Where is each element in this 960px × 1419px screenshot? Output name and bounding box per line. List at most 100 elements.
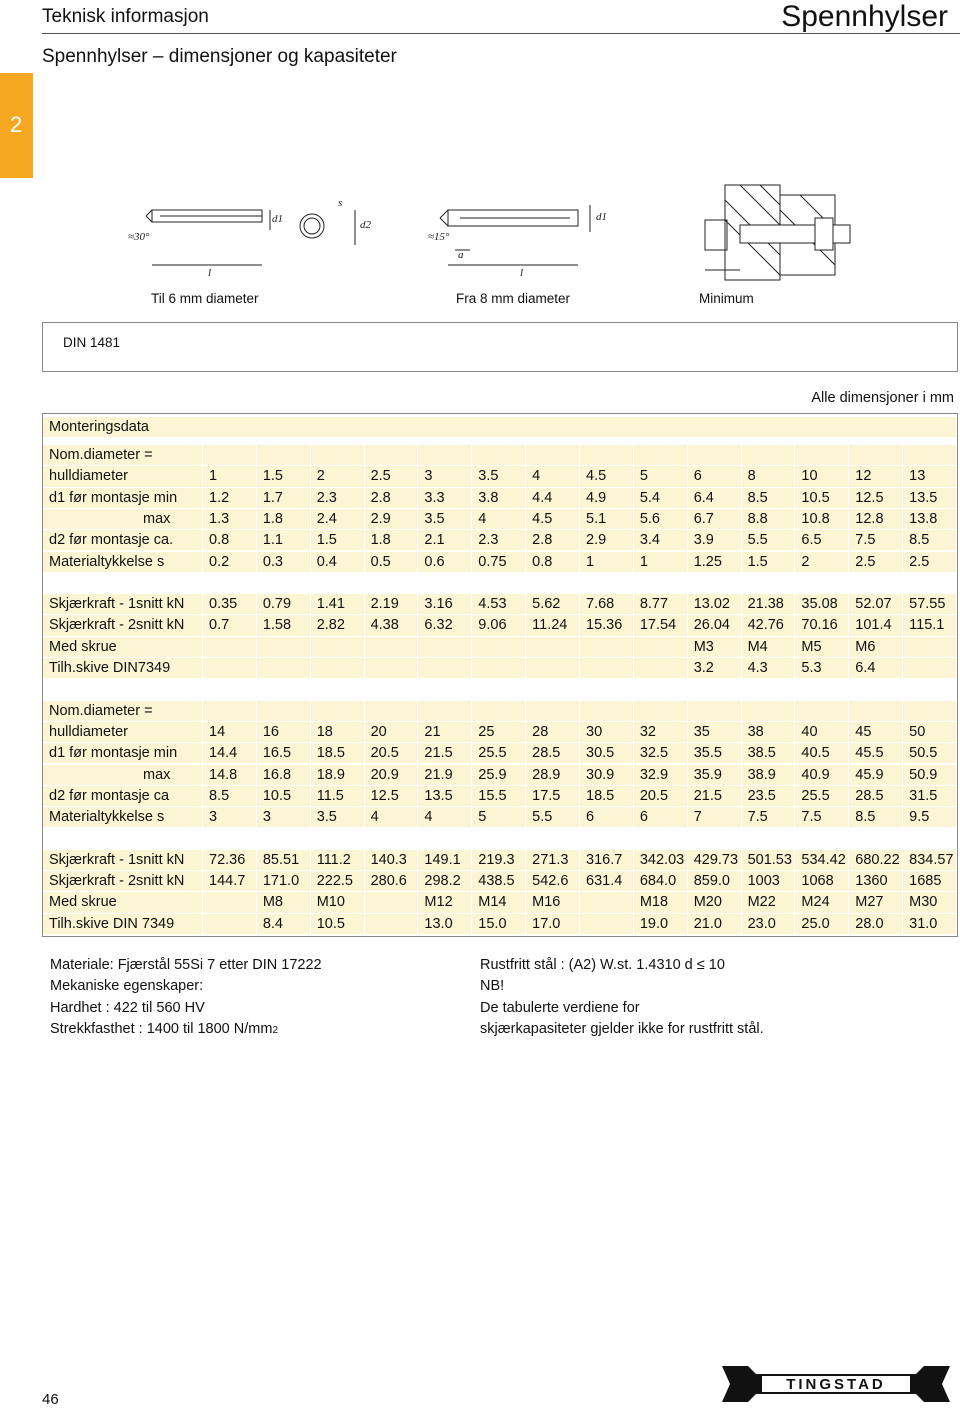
table-cell: 1.58 xyxy=(256,615,311,637)
table-cell: 1.8 xyxy=(256,508,311,531)
table-cell: 72.36 xyxy=(203,849,257,871)
table-cell: 38.9 xyxy=(741,764,796,786)
row-label: Nom.diameter = xyxy=(43,700,203,722)
table-cell: 0.3 xyxy=(256,551,311,573)
table-cell: 12.5 xyxy=(849,487,904,509)
table-cell: 3 xyxy=(203,807,257,829)
table-cell xyxy=(472,636,527,658)
table-cell: 25.9 xyxy=(472,764,527,786)
table-cell: 28.0 xyxy=(849,913,904,935)
row-label: Materialtykkelse s xyxy=(43,807,203,829)
table-cell: 1685 xyxy=(903,871,957,893)
table-cell: 1.5 xyxy=(741,551,796,573)
table-cell: 8.5 xyxy=(849,807,904,829)
drawing-caption: Fra 8 mm diameter xyxy=(456,291,571,306)
table-cell: 18.5 xyxy=(310,743,365,765)
table-cell: 1.3 xyxy=(203,508,257,531)
standard: DIN 1481 xyxy=(63,335,121,350)
row-label: Skjærkraft - 2snitt kN xyxy=(43,871,203,893)
table-cell: 219.3 xyxy=(472,849,527,871)
table-cell: 1360 xyxy=(849,871,904,893)
table-cell: 271.3 xyxy=(526,849,580,871)
table-cell: 631.4 xyxy=(580,871,634,893)
table-cell: 5.5 xyxy=(526,807,580,829)
table-cell: 3 xyxy=(418,466,473,488)
table-cell: 1.25 xyxy=(687,551,742,573)
table-cell: 11.24 xyxy=(526,615,580,637)
table-cell: 3.3 xyxy=(418,487,473,509)
drawing-caption: Minimum xyxy=(699,291,754,306)
table-cell: 20.5 xyxy=(364,743,419,765)
table-cell: 0.4 xyxy=(310,551,365,573)
table-cell: 28.9 xyxy=(526,764,580,786)
table-cell: 25.5 xyxy=(472,743,527,765)
table-cell xyxy=(418,445,473,467)
table-cell: 70.16 xyxy=(795,615,850,637)
row-label: max xyxy=(43,764,203,786)
table-cell: 2.1 xyxy=(418,530,473,552)
table-cell: 4.38 xyxy=(364,615,419,637)
table-cell xyxy=(903,445,957,467)
table-cell: 32 xyxy=(633,721,688,744)
table-cell: 21 xyxy=(418,721,473,744)
table-cell: 26.04 xyxy=(687,615,742,637)
dimension-label: d2 xyxy=(360,219,372,231)
table-cell: 3.2 xyxy=(687,658,742,680)
table-cell: 10.5 xyxy=(256,785,311,808)
table-cell: 14 xyxy=(203,721,257,744)
table-cell xyxy=(741,700,796,722)
row-label: hulldiameter xyxy=(43,721,203,744)
table-cell: 10.5 xyxy=(310,913,365,935)
table-cell: 534.42 xyxy=(795,849,850,871)
table-cell: 8.4 xyxy=(256,913,311,935)
table-cell: 19.0 xyxy=(633,913,688,935)
table-cell: 684.0 xyxy=(633,871,688,893)
table-cell: 50 xyxy=(903,721,957,744)
table-cell: 4.5 xyxy=(526,508,580,531)
table-cell: 0.75 xyxy=(472,551,527,573)
table-cell: 52.07 xyxy=(849,594,904,616)
table-cell xyxy=(526,700,580,722)
table-cell: 438.5 xyxy=(472,871,527,893)
table-cell: 20 xyxy=(364,721,419,744)
table-cell: 16.5 xyxy=(256,743,311,765)
table-cell: 6 xyxy=(633,807,688,829)
table-cell: 16 xyxy=(256,721,311,744)
table-cell xyxy=(418,636,473,658)
table-cell: 4.53 xyxy=(472,594,527,616)
row-label: max xyxy=(43,508,203,531)
row-label: Skjærkraft - 2snitt kN xyxy=(43,615,203,637)
table-cell: 35.9 xyxy=(687,764,742,786)
table-cell: 38.5 xyxy=(741,743,796,765)
table-cell xyxy=(203,658,257,680)
table-cell: 5.3 xyxy=(795,658,850,680)
logo: TINGSTAD xyxy=(722,1366,950,1402)
table-cell: 13.5 xyxy=(903,487,957,509)
table-cell: 30 xyxy=(580,721,634,744)
table-cell xyxy=(203,700,257,722)
table-cell: 6.5 xyxy=(795,530,850,552)
section-title: Teknisk informasjon xyxy=(42,6,209,27)
table-cell: 6 xyxy=(687,466,742,488)
note-line: Strekkfasthet : 1400 til 1800 N/mm2 xyxy=(50,1021,278,1037)
table-cell: 2.3 xyxy=(310,487,365,509)
table-cell: 7.5 xyxy=(849,530,904,552)
table-cell: 5 xyxy=(633,466,688,488)
table-cell: 834.57 xyxy=(903,849,957,871)
note-text: skjærkapasiteter gjelder ikke for rustfr… xyxy=(480,1020,764,1037)
table-cell: 859.0 xyxy=(687,871,742,893)
table-cell: M5 xyxy=(795,636,850,658)
table-cell: 111.2 xyxy=(310,849,365,871)
table-cell: 15.36 xyxy=(580,615,634,637)
table-cell: M27 xyxy=(849,892,904,914)
table-cell: 3.9 xyxy=(687,530,742,552)
table-cell: 50.5 xyxy=(903,743,957,765)
table-cell xyxy=(472,445,527,467)
table-cell: 0.8 xyxy=(526,551,580,573)
table-cell: 28 xyxy=(526,721,580,744)
table-cell: 140.3 xyxy=(364,849,419,871)
table-cell: 17.0 xyxy=(526,913,580,935)
table-cell: 2.5 xyxy=(364,466,419,488)
row-label: d2 før montasje ca. xyxy=(43,530,203,552)
table-cell: 7.5 xyxy=(795,807,850,829)
